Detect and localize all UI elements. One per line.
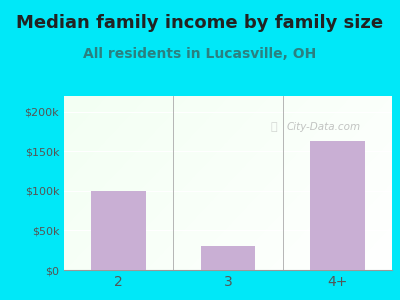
Bar	[201, 246, 255, 270]
Text: ⓒ: ⓒ	[271, 122, 277, 132]
Bar	[91, 191, 146, 270]
Text: City-Data.com: City-Data.com	[287, 122, 361, 132]
Text: All residents in Lucasville, OH: All residents in Lucasville, OH	[83, 46, 317, 61]
Bar	[310, 141, 365, 270]
Text: Median family income by family size: Median family income by family size	[16, 14, 384, 32]
